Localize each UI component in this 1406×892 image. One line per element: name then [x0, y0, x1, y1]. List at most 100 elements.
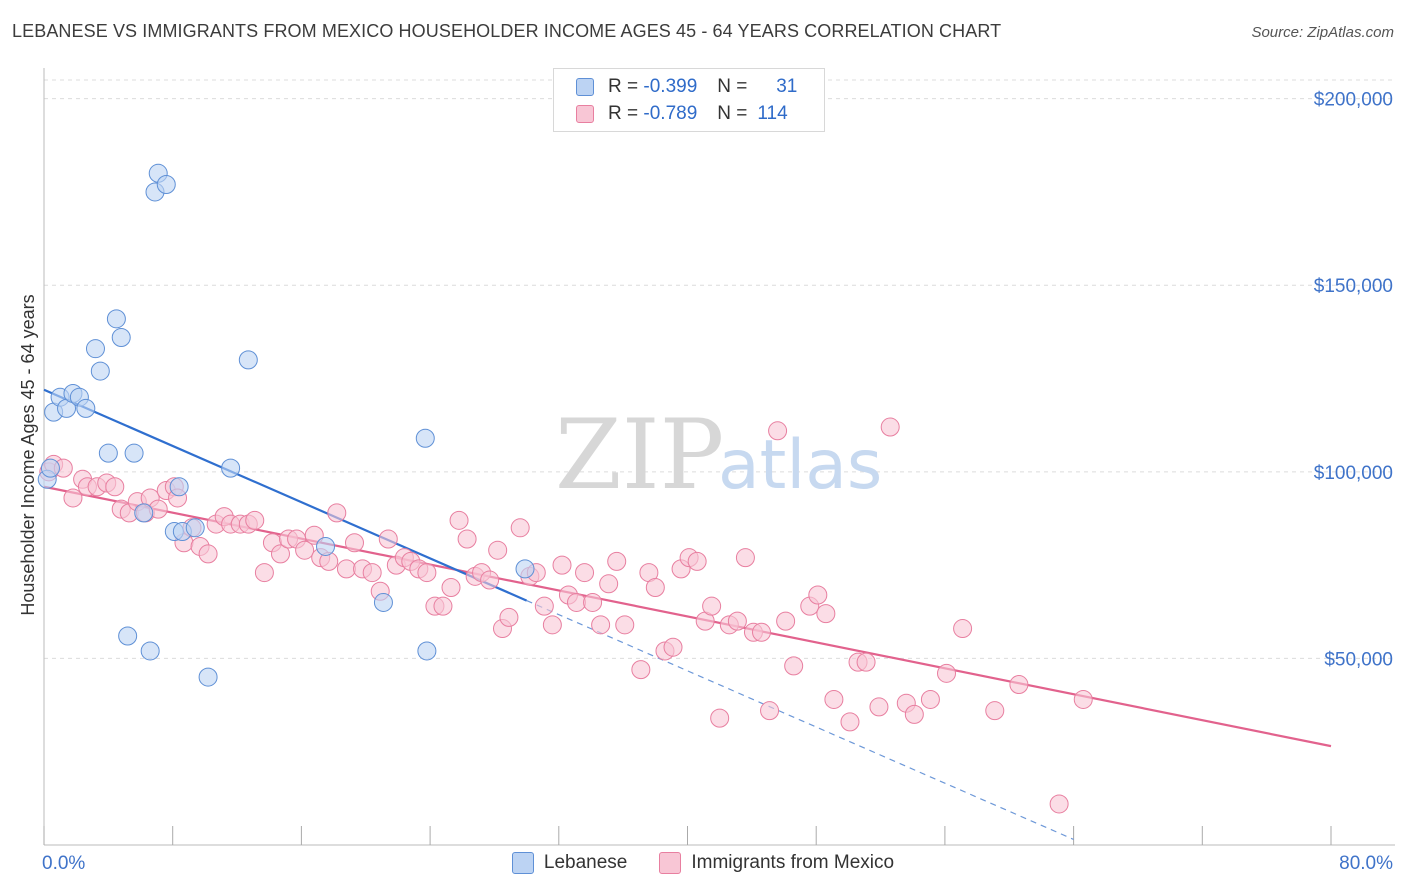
series-swatch-lebanese [511, 852, 534, 874]
lebanese-point [76, 398, 96, 418]
mexico-point [687, 551, 707, 571]
chart-title: LEBANESE VS IMMIGRANTS FROM MEXICO HOUSE… [12, 21, 1002, 41]
mexico-point [599, 574, 619, 594]
legend-n-value: 31 [776, 76, 798, 97]
mexico-point [378, 529, 398, 549]
mexico-point [1049, 794, 1069, 814]
mexico-point [488, 540, 508, 560]
mexico-point [254, 563, 274, 583]
y-tick-label: $100,000 [1314, 463, 1393, 484]
lebanese-point [106, 309, 126, 329]
legend-r-value: -0.399 [643, 76, 698, 97]
watermark: ZIP atlas [555, 399, 882, 511]
mexico-point [63, 488, 83, 508]
mexico-point [953, 619, 973, 639]
mexico-trend-line [43, 485, 1332, 748]
legend-row-lebanese: R = -0.399 N = 31 [576, 75, 797, 99]
mexico-point [344, 533, 364, 553]
mexico-point [499, 607, 519, 627]
lebanese-point [169, 477, 189, 497]
legend-n-label: N = [717, 103, 748, 124]
y-axis-label: Householder Income Ages 45 - 64 years [18, 294, 38, 615]
mexico-point [336, 559, 356, 579]
tick-labels: $50,000 $100,000 $150,000 $200,000 0.0% 80.0% [42, 90, 1393, 874]
mexico-point [591, 615, 611, 635]
mexico-point [105, 477, 125, 497]
mexico-point [631, 660, 651, 680]
mexico-point [735, 548, 755, 568]
mexico-point [816, 604, 836, 624]
lebanese-point [98, 443, 118, 463]
legend-r-value: -0.789 [643, 103, 698, 124]
mexico-point [937, 663, 957, 683]
lebanese-point [118, 626, 138, 646]
mexico-point [480, 570, 500, 590]
lebanese-point [185, 518, 205, 538]
mexico-point [552, 555, 572, 575]
legend-n-label: N = [717, 76, 748, 97]
lebanese-trend-extension [526, 600, 1074, 840]
mexico-point [534, 596, 554, 616]
watermark-atlas: atlas [718, 426, 882, 505]
mexico-point [985, 701, 1005, 721]
lebanese-point [85, 339, 105, 359]
mexico-point [727, 611, 747, 631]
mexico-point [270, 544, 290, 564]
mexico-point [510, 518, 530, 538]
lebanese-point [156, 174, 176, 194]
y-tick-label: $200,000 [1314, 90, 1393, 111]
mexico-point [663, 637, 683, 657]
mexico-point [198, 544, 218, 564]
lebanese-point [134, 503, 154, 523]
mexico-point [776, 611, 796, 631]
trend-lines [43, 388, 1332, 840]
mexico-point [441, 578, 461, 598]
lebanese-point [373, 592, 393, 612]
mexico-point [566, 592, 586, 612]
mexico-point [645, 578, 665, 598]
y-tick-label: $150,000 [1314, 276, 1393, 297]
legend-r-label: R = [608, 103, 639, 124]
lebanese-point [111, 327, 131, 347]
mexico-point [1009, 675, 1029, 695]
mexico-point [808, 585, 828, 605]
mexico-point [920, 689, 940, 709]
mexico-point [362, 563, 382, 583]
watermark-zip: ZIP [555, 399, 724, 511]
lebanese-point [221, 458, 241, 478]
mexico-point [607, 551, 627, 571]
lebanese-point [238, 350, 258, 370]
mexico-point [1073, 689, 1093, 709]
mexico-point [784, 656, 804, 676]
x-tick-label: 0.0% [42, 853, 85, 874]
legend-swatch-lebanese [576, 78, 594, 96]
lebanese-point [515, 559, 535, 579]
mexico-point [760, 701, 780, 721]
mexico-point [880, 417, 900, 437]
series-legend-lebanese: Lebanese [511, 852, 628, 874]
source-label: Source: ZipAtlas.com [1251, 24, 1394, 41]
mexico-point [752, 622, 772, 642]
x-tick-label: 80.0% [1339, 853, 1393, 874]
series-label-lebanese: Lebanese [543, 852, 628, 873]
mexico-point [327, 503, 347, 523]
correlation-legend: R = -0.399 N = 31 R = -0.789 N = 114 [553, 68, 825, 132]
data-points [37, 163, 1093, 814]
mexico-point [449, 510, 469, 530]
mexico-point [702, 596, 722, 616]
mexico-point [433, 596, 453, 616]
mexico-point [840, 712, 860, 732]
mexico-point [710, 708, 730, 728]
axes [43, 68, 1395, 846]
legend-row-mexico: R = -0.789 N = 114 [576, 102, 797, 126]
lebanese-point [417, 641, 437, 661]
mexico-point [575, 563, 595, 583]
legend-r-label: R = [608, 76, 639, 97]
mexico-point [768, 421, 788, 441]
legend-n-value: 114 [757, 103, 788, 124]
mexico-point [856, 652, 876, 672]
mexico-point [583, 592, 603, 612]
mexico-point [295, 540, 315, 560]
series-swatch-mexico [659, 852, 682, 874]
